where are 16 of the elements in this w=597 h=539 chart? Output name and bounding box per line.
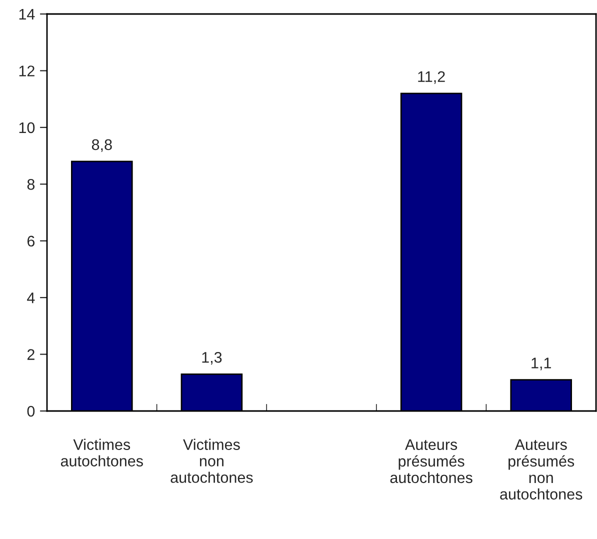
x-tick-label: Victimes autochtones bbox=[60, 438, 143, 466]
y-tick-label: 4 bbox=[27, 292, 35, 304]
data-label: 11,2 bbox=[418, 71, 445, 84]
y-tick-label: 14 bbox=[19, 9, 35, 20]
x-tick-label: Victimes non autochtones bbox=[170, 438, 253, 483]
x-tick-label: Auteurs présumés non autochtones bbox=[500, 439, 582, 500]
x-tick-label: Auteurs présumés autochtones bbox=[390, 439, 472, 484]
y-tick-label: 10 bbox=[19, 122, 35, 134]
y-tick-label: 8 bbox=[27, 179, 35, 190]
data-label: 1,3 bbox=[202, 352, 222, 365]
y-tick-label: 2 bbox=[27, 349, 34, 360]
y-tick-label: 6 bbox=[27, 236, 35, 247]
data-label: 1,1 bbox=[532, 358, 551, 370]
data-label: 8,8 bbox=[92, 139, 112, 152]
y-tick-label: 12 bbox=[19, 66, 34, 76]
y-tick-label: 0 bbox=[27, 406, 35, 417]
